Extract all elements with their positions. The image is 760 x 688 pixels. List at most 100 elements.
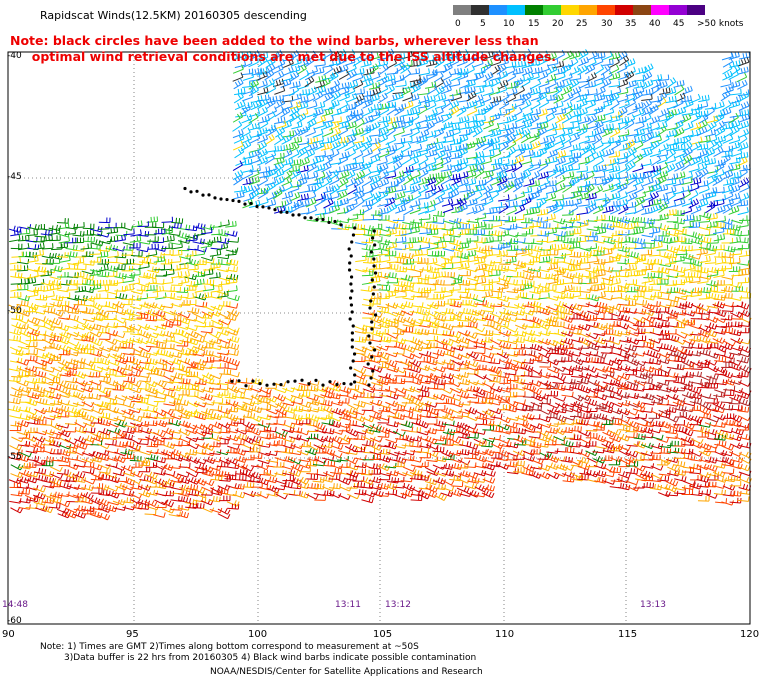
wind-barb bbox=[219, 301, 230, 306]
wind-barb bbox=[490, 319, 502, 325]
wind-barb bbox=[274, 86, 284, 94]
contamination-dot bbox=[353, 380, 356, 383]
wind-barb bbox=[505, 370, 516, 375]
wind-barb bbox=[217, 385, 228, 390]
wind-barb bbox=[473, 151, 483, 159]
contamination-dot bbox=[273, 208, 276, 211]
contamination-dot bbox=[297, 213, 300, 216]
wind-barb bbox=[249, 86, 258, 96]
wind-barb bbox=[137, 439, 148, 444]
wind-barb bbox=[705, 230, 716, 236]
wind-barb bbox=[505, 127, 514, 137]
wind-barb bbox=[346, 464, 358, 470]
wind-barb bbox=[481, 231, 492, 236]
wind-barb bbox=[706, 353, 718, 359]
wind-barb bbox=[515, 231, 526, 236]
wind-barb bbox=[690, 475, 701, 480]
wind-barb bbox=[11, 244, 22, 249]
wind-barb bbox=[73, 401, 85, 406]
wind-barb bbox=[155, 293, 166, 300]
wind-barb bbox=[681, 384, 693, 390]
wind-barb bbox=[307, 385, 318, 391]
wind-barb bbox=[51, 311, 63, 317]
wind-barb bbox=[346, 121, 357, 129]
wind-barb bbox=[690, 330, 701, 335]
wind-barb bbox=[579, 263, 590, 269]
wind-barb bbox=[138, 435, 149, 440]
wind-barb bbox=[387, 68, 398, 74]
wind-barb bbox=[603, 480, 615, 485]
wind-barb bbox=[226, 274, 238, 280]
wind-barb bbox=[235, 469, 246, 475]
wind-barb bbox=[571, 401, 583, 408]
wind-barb bbox=[11, 279, 22, 285]
wind-barb bbox=[34, 468, 46, 474]
wind-barb bbox=[627, 358, 639, 365]
wind-barb bbox=[419, 155, 428, 165]
wind-barb bbox=[90, 339, 102, 346]
wind-barb bbox=[11, 386, 23, 392]
wind-barb bbox=[419, 214, 430, 220]
wind-barb bbox=[227, 385, 239, 392]
wind-barb bbox=[338, 495, 350, 500]
wind-barb bbox=[433, 211, 444, 217]
wind-barb bbox=[339, 486, 351, 491]
wind-barb bbox=[171, 405, 182, 411]
wind-barb bbox=[82, 251, 93, 256]
wind-barb bbox=[498, 275, 510, 282]
wind-barb bbox=[50, 467, 62, 472]
contamination-dot bbox=[351, 345, 354, 348]
contamination-dot bbox=[307, 382, 310, 385]
wind-barb bbox=[554, 397, 566, 402]
wind-barb bbox=[402, 337, 414, 342]
wind-barb bbox=[81, 386, 93, 392]
wind-barb bbox=[731, 373, 743, 379]
wind-barb bbox=[555, 224, 566, 229]
wind-barb bbox=[522, 358, 534, 363]
wind-barb bbox=[402, 70, 411, 80]
contamination-dot bbox=[255, 205, 258, 208]
wind-barb bbox=[354, 489, 366, 495]
lon-label: 120 bbox=[740, 629, 759, 640]
wind-barb bbox=[178, 441, 189, 446]
wind-barb bbox=[91, 416, 103, 421]
wind-barb bbox=[554, 288, 566, 293]
contamination-dot bbox=[350, 240, 353, 243]
wind-barb bbox=[618, 94, 628, 102]
wind-barb bbox=[731, 338, 743, 344]
wind-barb bbox=[307, 163, 317, 173]
wind-barb bbox=[137, 231, 148, 236]
wind-barb bbox=[282, 476, 293, 481]
contamination-dot bbox=[201, 194, 204, 197]
wind-barb bbox=[450, 252, 461, 257]
contamination-dot bbox=[352, 359, 355, 362]
wind-barb bbox=[49, 318, 61, 325]
wind-barb bbox=[251, 482, 262, 487]
wind-barb bbox=[555, 114, 565, 124]
wind-barb bbox=[385, 197, 395, 206]
colorbar-label: >50 knots bbox=[697, 19, 744, 29]
contamination-dot bbox=[353, 226, 356, 229]
wind-barb bbox=[427, 408, 439, 415]
wind-barb bbox=[162, 351, 174, 358]
wind-barb bbox=[641, 378, 653, 383]
wind-barb bbox=[83, 427, 95, 432]
wind-barb bbox=[721, 398, 732, 403]
wind-barb bbox=[339, 477, 351, 484]
wind-barb bbox=[331, 133, 341, 142]
wind-barb bbox=[299, 419, 310, 424]
wind-barb bbox=[634, 222, 645, 227]
wind-barb bbox=[570, 426, 581, 432]
wind-barb bbox=[210, 405, 222, 410]
wind-barb bbox=[569, 286, 580, 291]
wind-barb bbox=[659, 108, 669, 117]
wind-barb bbox=[577, 127, 587, 137]
wind-barb bbox=[90, 283, 101, 290]
wind-barb bbox=[619, 450, 631, 456]
wind-barb bbox=[577, 378, 589, 384]
wind-barb bbox=[425, 428, 437, 434]
contamination-dot bbox=[349, 317, 352, 320]
wind-barb bbox=[714, 329, 726, 335]
wind-barb bbox=[594, 65, 603, 75]
wind-barb bbox=[171, 395, 183, 401]
